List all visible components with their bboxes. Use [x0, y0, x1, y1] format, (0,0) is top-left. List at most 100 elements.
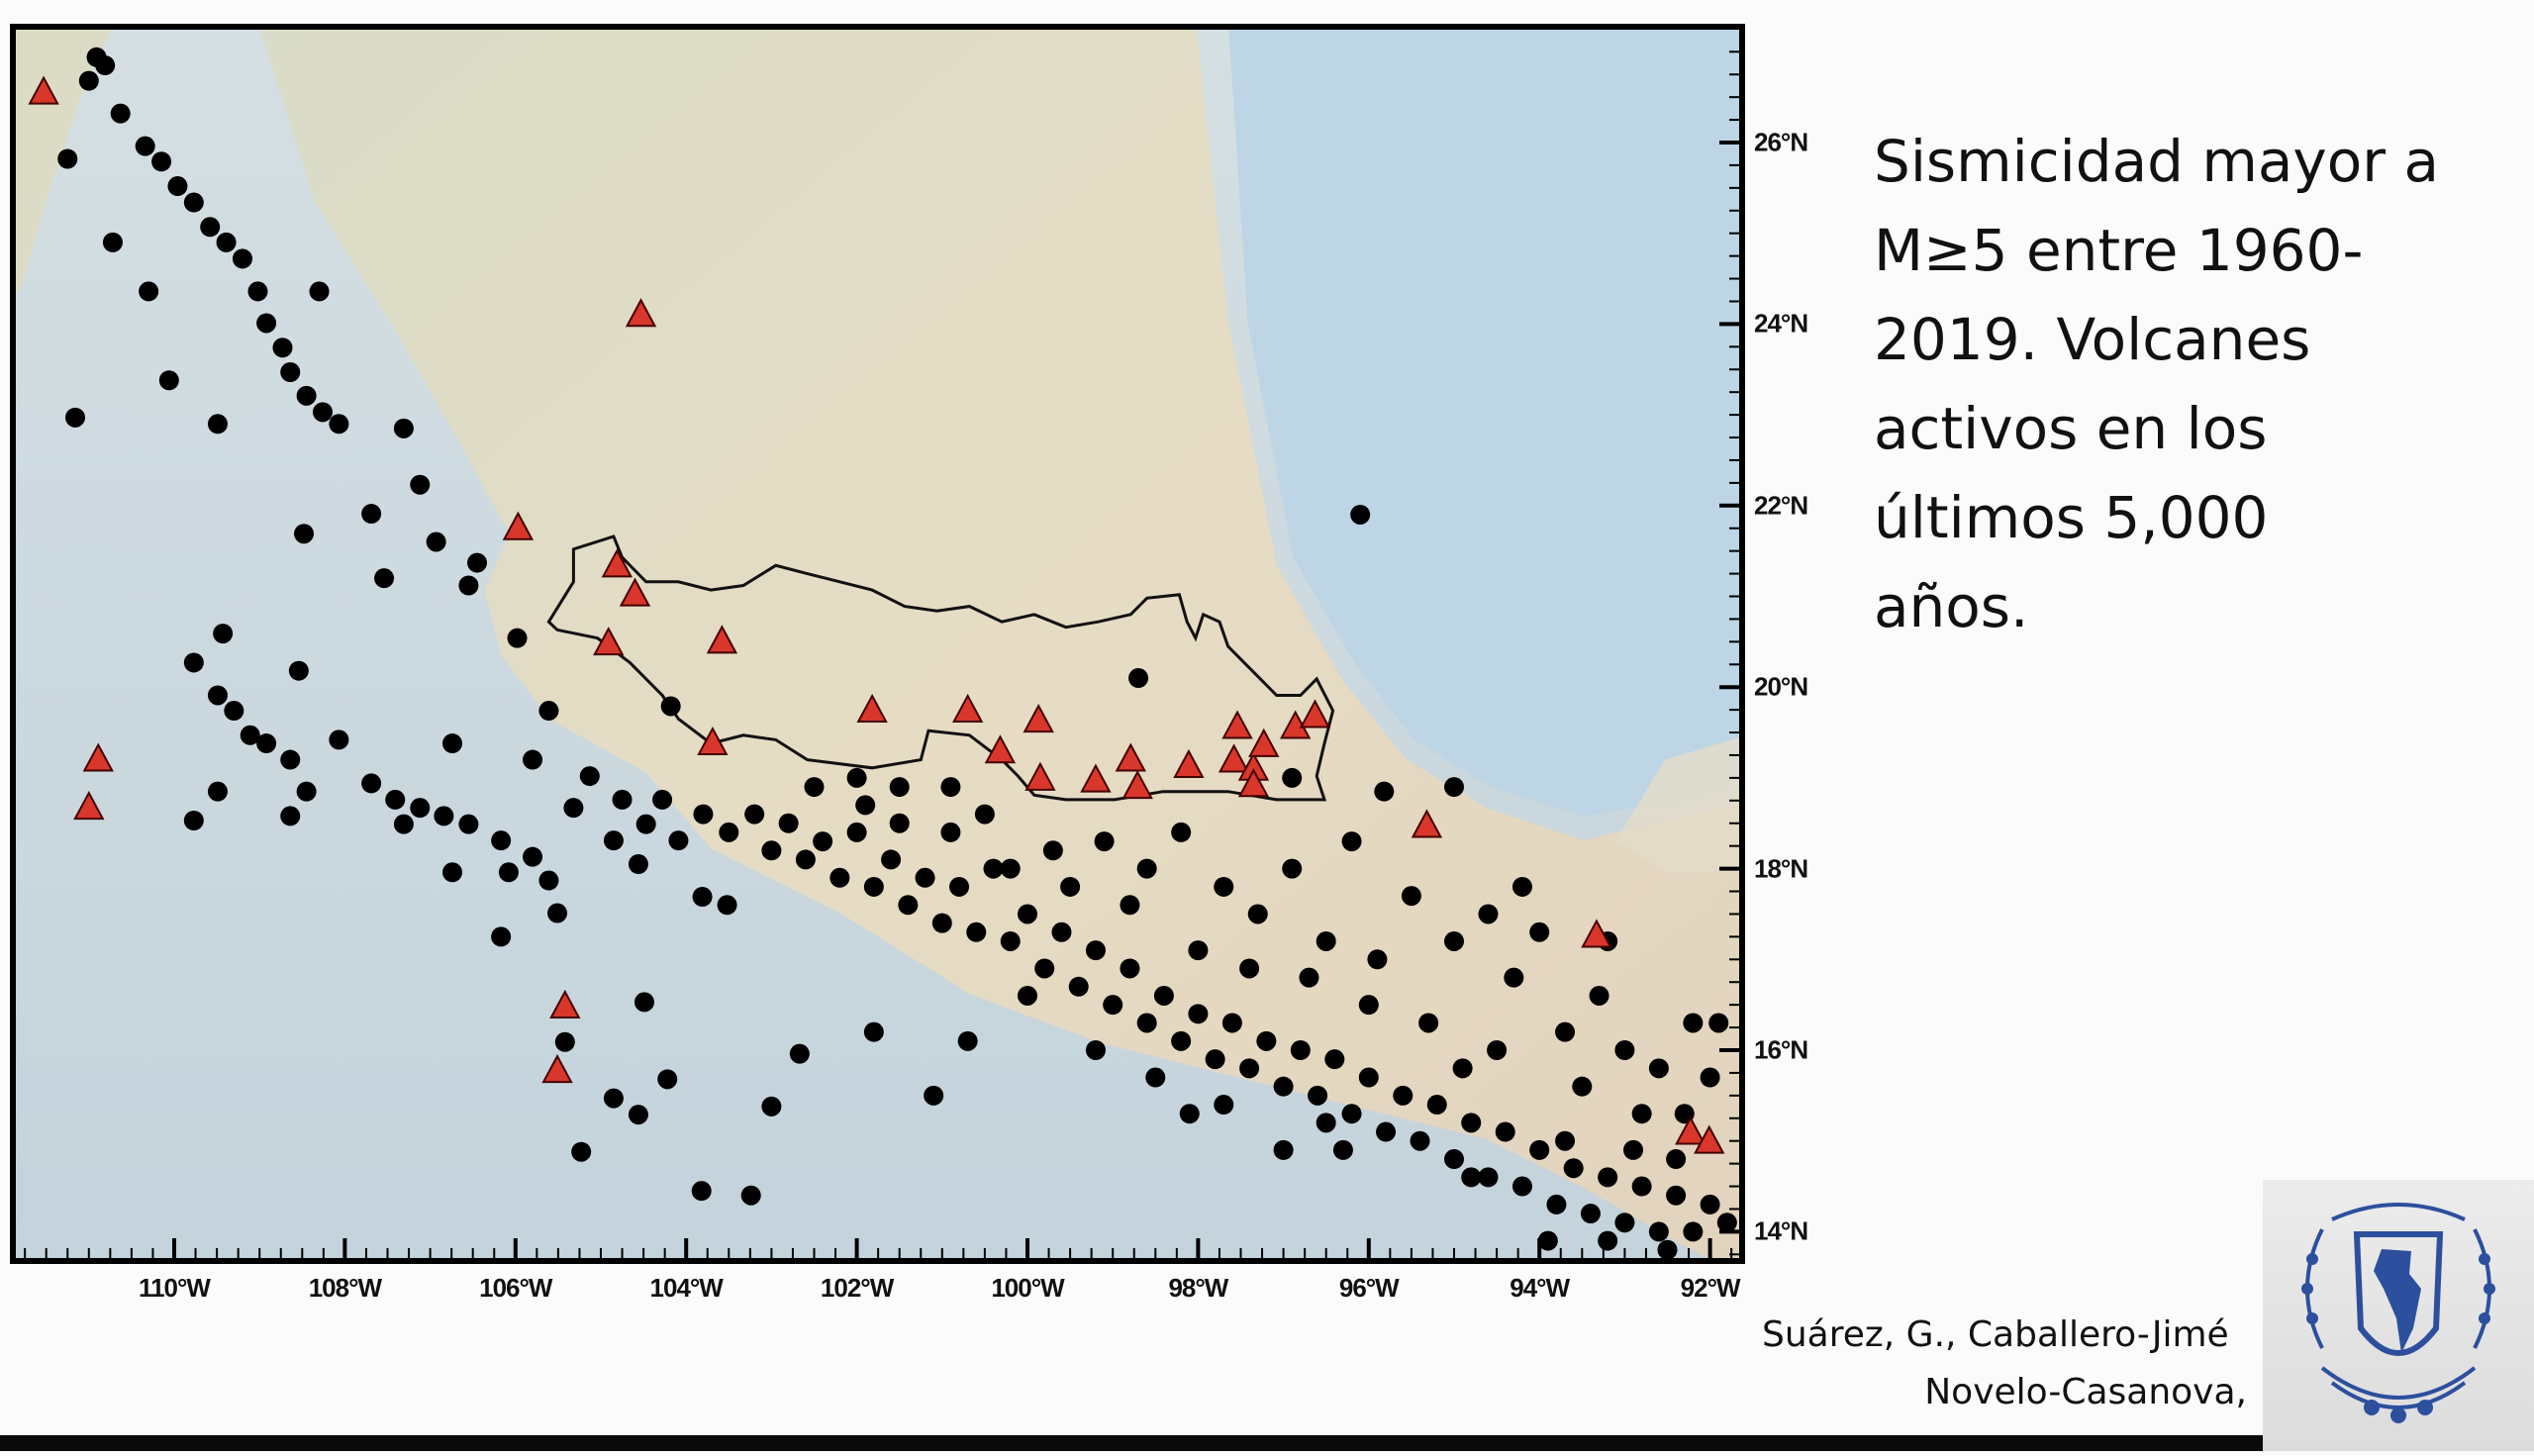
- earthquake-point: [1504, 967, 1524, 988]
- earthquake-point: [1085, 1040, 1106, 1060]
- earthquake-point: [1580, 1204, 1601, 1224]
- earthquake-point: [940, 777, 961, 798]
- earthquake-point: [628, 1105, 648, 1125]
- earthquake-point: [240, 725, 260, 745]
- earthquake-point: [312, 402, 333, 423]
- lat-tick-label: 14°N: [1754, 1215, 1808, 1246]
- earthquake-point: [280, 806, 301, 826]
- earthquake-point: [458, 575, 479, 596]
- earthquake-point: [1648, 1221, 1669, 1242]
- earthquake-point: [1555, 1021, 1576, 1042]
- earthquake-point: [957, 1030, 978, 1051]
- volcano-marker: [619, 577, 651, 607]
- earthquake-point: [280, 749, 301, 770]
- lon-tick-label: 102°W: [820, 1273, 894, 1303]
- earthquake-point: [1614, 1040, 1635, 1060]
- unam-logo: [2263, 1180, 2534, 1451]
- earthquake-point: [1461, 1113, 1482, 1133]
- earthquake-point: [1273, 1076, 1294, 1097]
- earthquake-point: [1631, 1176, 1652, 1197]
- earthquake-point: [458, 814, 479, 834]
- earthquake-point: [256, 313, 277, 334]
- lat-tick-label: 26°N: [1754, 127, 1808, 157]
- earthquake-point: [1282, 767, 1303, 788]
- lat-tick-label: 18°N: [1754, 853, 1808, 884]
- earthquake-point: [692, 887, 713, 908]
- earthquake-point: [1418, 1013, 1439, 1033]
- earthquake-point: [1060, 876, 1081, 897]
- earthquake-point: [95, 55, 116, 76]
- earthquake-point: [949, 876, 970, 897]
- earthquake-point: [1666, 1149, 1687, 1170]
- earthquake-point: [1341, 831, 1362, 852]
- earthquake-point: [1631, 1104, 1652, 1124]
- earthquake-point: [693, 804, 714, 825]
- earthquake-point: [442, 862, 463, 883]
- earthquake-point: [603, 830, 624, 851]
- earthquake-point: [288, 660, 309, 681]
- earthquake-point: [329, 414, 349, 435]
- earthquake-point: [761, 1096, 782, 1116]
- earthquake-point: [898, 895, 919, 916]
- earthquake-point: [1444, 1149, 1464, 1170]
- earthquake-point: [410, 474, 431, 495]
- earthquake-point: [151, 151, 172, 172]
- earthquake-point: [135, 136, 155, 156]
- earthquake-point: [1511, 876, 1532, 897]
- earthquake-point: [1529, 1139, 1550, 1160]
- earthquake-point: [296, 385, 317, 406]
- volcano-marker: [1411, 809, 1443, 838]
- earthquake-point: [207, 781, 228, 802]
- earthquake-point: [1444, 777, 1464, 798]
- volcanoes-layer: [28, 75, 1725, 1154]
- earthquake-point: [1188, 940, 1209, 961]
- earthquake-point: [1401, 886, 1421, 907]
- earthquake-point: [183, 810, 204, 830]
- earthquake-point: [983, 858, 1004, 879]
- earthquake-point: [1051, 922, 1072, 942]
- earthquake-point: [78, 70, 99, 91]
- earthquake-point: [579, 766, 600, 787]
- unam-shield-logo-icon: [2301, 1203, 2495, 1423]
- earthquake-point: [668, 830, 689, 851]
- earthquake-point: [563, 798, 584, 819]
- earthquake-point: [915, 867, 935, 888]
- earthquake-point: [65, 407, 86, 428]
- volcano-marker: [1024, 761, 1056, 791]
- earthquake-point: [1239, 1058, 1260, 1079]
- earthquake-point: [1256, 1030, 1277, 1051]
- lat-tick-label: 22°N: [1754, 490, 1808, 521]
- volcano-marker: [549, 989, 581, 1019]
- neovolcanic-belt-outline: [546, 534, 1335, 802]
- earthquake-point: [1136, 1013, 1157, 1033]
- earthquake-point: [1598, 1230, 1618, 1251]
- earthquake-point: [393, 814, 414, 834]
- earthquake-point: [1350, 504, 1371, 525]
- earthquake-point: [863, 876, 884, 897]
- citation: Suárez, G., Caballero-Jimé Novelo-Casano…: [1762, 1307, 2247, 1421]
- earthquake-point: [361, 504, 382, 525]
- earthquake-point: [1153, 985, 1174, 1006]
- earthquake-point: [635, 814, 656, 834]
- earthquake-point: [374, 568, 395, 589]
- earthquake-point: [1273, 1139, 1294, 1160]
- citation-line-2: Novelo-Casanova,: [1924, 1372, 2247, 1412]
- earthquake-point: [410, 798, 431, 819]
- volcano-marker: [984, 734, 1017, 764]
- citation-line-1: Suárez, G., Caballero-Jimé: [1762, 1314, 2229, 1355]
- earthquake-point: [1358, 1067, 1379, 1088]
- earthquake-point: [1085, 940, 1106, 961]
- earthquake-point: [1179, 1104, 1200, 1124]
- lon-tick-label: 100°W: [991, 1273, 1064, 1303]
- earthquake-point: [829, 867, 850, 888]
- earthquake-point: [1393, 1085, 1413, 1106]
- earthquake-point: [467, 552, 488, 573]
- earthquake-point: [1358, 995, 1379, 1016]
- earthquake-point: [740, 1185, 761, 1206]
- earthquake-point: [761, 840, 782, 861]
- earthquake-point: [1478, 904, 1499, 924]
- earthquake-point: [207, 414, 228, 435]
- earthquake-point: [1034, 958, 1055, 979]
- earthquake-point: [1324, 1049, 1345, 1070]
- caption-line: activos en los: [1874, 395, 2268, 462]
